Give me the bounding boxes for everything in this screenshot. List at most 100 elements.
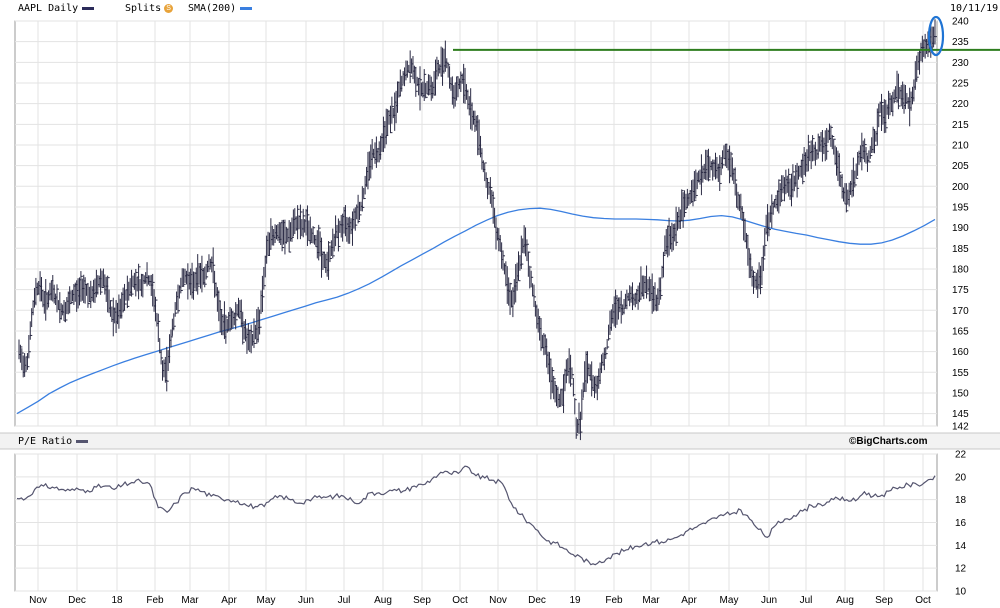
pe-label: P/E Ratio — [18, 436, 73, 447]
price-bar — [328, 241, 331, 280]
price-bar — [830, 125, 833, 147]
price-bar — [660, 277, 663, 300]
price-bar — [509, 282, 513, 315]
price-tick-label: 175 — [952, 285, 969, 296]
price-bar — [520, 235, 524, 270]
price-bar — [484, 162, 487, 182]
price-bar — [897, 73, 901, 110]
price-bar — [419, 66, 423, 111]
price-bar — [174, 302, 178, 317]
price-bar — [826, 127, 829, 160]
price-bar — [764, 228, 767, 257]
price-bar — [812, 135, 815, 162]
sma-swatch-icon — [240, 6, 253, 10]
price-bar — [157, 313, 161, 342]
pe-tick-label: 16 — [955, 518, 967, 529]
price-bar — [235, 302, 238, 330]
price-bar — [101, 270, 105, 289]
pe-tick-label: 12 — [955, 564, 967, 575]
price-bar — [242, 311, 245, 345]
price-tick-label: 150 — [952, 388, 969, 399]
price-bar — [131, 269, 134, 297]
price-bar — [893, 89, 897, 104]
price-bar — [229, 306, 233, 332]
price-bar — [502, 250, 506, 271]
price-bar — [492, 191, 496, 224]
price-bar — [318, 224, 321, 261]
price-bar — [173, 313, 176, 331]
price-bar — [253, 318, 256, 349]
price-bar — [391, 96, 394, 124]
x-tick-label: Nov — [489, 595, 507, 606]
price-tick-label: 200 — [952, 182, 969, 193]
price-bar — [646, 265, 649, 299]
price-bar — [551, 367, 555, 394]
legend-splits: Splits S — [125, 3, 174, 15]
price-bar — [433, 71, 437, 96]
x-tick-label: Jul — [338, 595, 351, 606]
price-bar — [802, 153, 805, 185]
highlight-ellipse — [927, 15, 945, 57]
price-bar — [357, 194, 361, 224]
price-bar — [225, 314, 228, 344]
price-bar — [881, 93, 884, 131]
x-tick-label: Dec — [528, 595, 546, 606]
bigcharts-credit: ©BigCharts.com — [849, 436, 928, 447]
price-tick-label: 145 — [952, 409, 969, 420]
price-bar — [768, 212, 771, 237]
price-bar — [361, 186, 365, 212]
price-tick-label: 210 — [952, 140, 969, 151]
ticker-label: AAPL Daily — [18, 3, 79, 14]
price-bar — [684, 190, 687, 218]
price-bar — [574, 398, 577, 415]
price-bar — [250, 324, 254, 354]
x-tick-label: Apr — [221, 595, 237, 606]
price-bar — [865, 147, 869, 164]
x-tick-label: Apr — [681, 595, 697, 606]
x-tick-label: Aug — [374, 595, 392, 606]
legend-ticker: AAPL Daily — [18, 3, 95, 15]
price-bar — [64, 301, 68, 323]
price-bar — [192, 271, 196, 300]
price-bar — [354, 207, 358, 231]
price-bar — [29, 321, 33, 340]
price-tick-label: 142 — [952, 422, 969, 433]
price-bar — [760, 265, 763, 295]
x-tick-label: Feb — [605, 595, 623, 606]
ticker-swatch-icon — [82, 6, 95, 10]
price-bar — [734, 167, 738, 196]
price-bar — [533, 284, 536, 308]
price-bar — [212, 247, 216, 284]
upper-grid — [14, 20, 938, 427]
price-bar — [126, 275, 130, 309]
x-tick-label: 18 — [111, 595, 123, 606]
price-bar — [80, 271, 83, 302]
price-bar — [526, 239, 529, 262]
price-bar — [762, 245, 766, 272]
price-bar — [204, 266, 207, 288]
price-bar — [885, 99, 888, 133]
price-tick-label: 230 — [952, 58, 969, 69]
price-bar — [833, 138, 836, 155]
price-bar — [447, 63, 451, 78]
price-bar — [170, 329, 173, 348]
price-bar — [730, 151, 733, 178]
price-bar — [208, 254, 211, 272]
price-tick-label: 195 — [952, 202, 969, 213]
chart-date: 10/11/19 — [950, 3, 999, 14]
price-bar — [530, 270, 534, 288]
price-bar — [329, 245, 332, 263]
price-bar — [623, 298, 627, 315]
price-bar — [337, 218, 341, 252]
price-bar — [487, 178, 490, 200]
price-bar — [401, 75, 404, 92]
x-tick-label: Oct — [915, 595, 931, 606]
price-bar — [152, 273, 155, 307]
price-bar — [389, 105, 393, 134]
price-bar — [19, 344, 23, 363]
price-bar — [695, 169, 698, 199]
x-tick-label: Mar — [181, 595, 199, 606]
pe-tick-label: 20 — [955, 472, 967, 483]
price-tick-label: 165 — [952, 326, 969, 337]
